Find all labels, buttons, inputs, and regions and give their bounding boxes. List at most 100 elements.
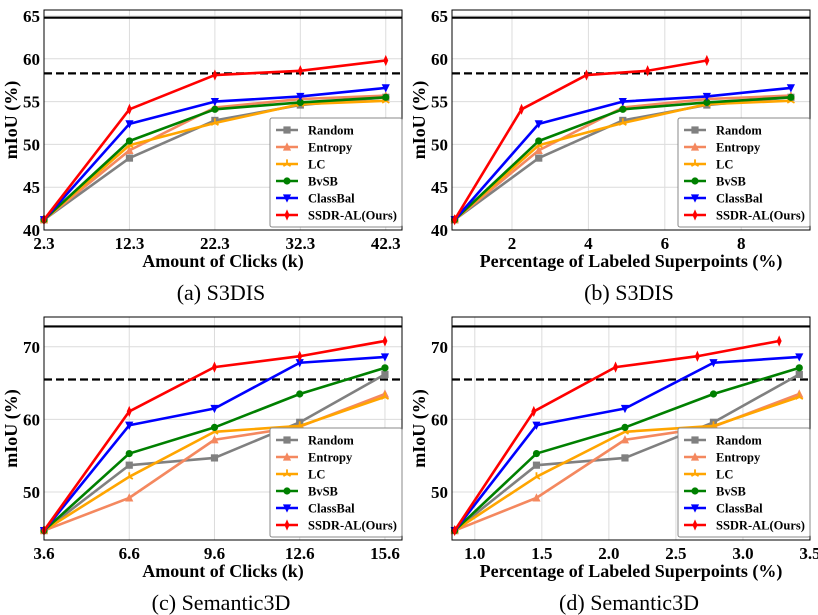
data-point: [619, 105, 627, 113]
x-tick-label: 2.3: [33, 234, 54, 253]
data-point: [583, 69, 589, 81]
data-point: [125, 472, 134, 480]
legend-marker: [283, 436, 291, 444]
data-point: [645, 65, 651, 77]
data-point: [382, 335, 388, 347]
legend-label: Random: [716, 124, 762, 138]
legend-marker: [690, 142, 700, 151]
legend-label: ClassBal: [308, 502, 355, 516]
y-tick-label: 55: [23, 93, 40, 112]
legend-marker: [692, 209, 698, 221]
data-point: [452, 524, 458, 537]
legend-label: Entropy: [716, 451, 761, 465]
data-point: [211, 105, 219, 113]
y-tick-label: 60: [23, 50, 40, 69]
y-tick-label: 60: [23, 410, 40, 429]
series-classbal: [39, 353, 390, 536]
data-point: [296, 98, 304, 107]
data-point: [534, 145, 543, 154]
y-tick-label: 60: [431, 50, 448, 69]
legend-label: ClassBal: [716, 502, 763, 516]
x-tick-label: 1.5: [531, 544, 552, 563]
legend-label: ClassBal: [308, 192, 355, 206]
legend-box: [269, 427, 403, 538]
legend-marker: [284, 519, 290, 531]
data-point: [125, 493, 134, 502]
data-point: [380, 392, 390, 400]
legend-label: ClassBal: [716, 192, 763, 206]
legend-box: [269, 117, 403, 228]
y-tick-label: 40: [431, 221, 448, 240]
series-ssdr-al-ours-: [452, 54, 710, 226]
data-point: [532, 449, 541, 458]
x-tick-label: 6.6: [119, 544, 140, 563]
legend-label: Random: [308, 124, 354, 138]
data-point: [126, 103, 132, 115]
series-bvsb: [451, 93, 795, 224]
legend-marker: [282, 452, 292, 461]
legend: Random Entropy LC BvSB ClassBal SSDR-AL(Ours): [269, 427, 403, 538]
x-axis-label: Amount of Clicks (k): [142, 251, 304, 272]
data-point: [620, 404, 630, 414]
legend-label: BvSB: [308, 175, 338, 189]
legend-label: SSDR-AL(Ours): [716, 519, 805, 533]
legend-label: Random: [716, 434, 762, 448]
legend-label: Random: [308, 434, 354, 448]
legend-label: SSDR-AL(Ours): [308, 209, 397, 223]
data-point: [210, 97, 219, 107]
legend: Random Entropy LC BvSB ClassBal SSDR-AL(Ours): [677, 117, 811, 228]
data-point: [787, 93, 795, 101]
x-tick-label: 3.6: [33, 544, 54, 563]
x-axis-label: Amount of Clicks (k): [142, 561, 304, 582]
data-point: [704, 54, 710, 67]
subplot-d: 1.0 1.5 2.0 2.5 3.0 3.5 50 60 70 Random Entropy LC B…: [409, 316, 818, 615]
legend-marker: [690, 159, 700, 167]
legend-label: Entropy: [308, 141, 353, 155]
legend-marker: [690, 504, 700, 513]
y-axis-label: mIoU (%): [1, 389, 22, 468]
legend-label: LC: [308, 468, 325, 482]
y-axis-label: mIoU (%): [409, 81, 430, 160]
data-point: [125, 421, 134, 430]
data-point: [125, 154, 134, 162]
data-point: [795, 353, 804, 362]
legend-marker: [283, 487, 291, 495]
x-tick-label: 3.0: [732, 544, 753, 563]
legend-marker: [691, 436, 699, 444]
data-point: [620, 435, 630, 444]
data-point: [125, 120, 134, 129]
x-tick-label: 2.0: [598, 544, 619, 563]
legend-label: BvSB: [716, 175, 746, 189]
data-point: [381, 364, 389, 372]
legend-marker: [690, 469, 700, 477]
legend-label: SSDR-AL(Ours): [308, 519, 397, 533]
x-tick-label: 3.5: [799, 544, 818, 563]
data-point: [210, 118, 219, 126]
data-point: [383, 54, 389, 67]
data-point: [381, 370, 389, 378]
subplot-caption: (c) Semantic3D: [152, 590, 291, 615]
series-bvsb: [40, 364, 389, 535]
legend-label: LC: [716, 158, 733, 172]
y-tick-label: 50: [431, 483, 448, 502]
legend-marker: [283, 177, 291, 185]
y-tick-label: 50: [431, 135, 448, 154]
data-point: [621, 454, 629, 462]
legend-marker: [283, 126, 291, 134]
data-point: [776, 335, 782, 347]
data-point: [534, 120, 543, 129]
legend-label: SSDR-AL(Ours): [716, 209, 805, 223]
data-point: [618, 97, 627, 107]
y-axis-label: mIoU (%): [409, 389, 430, 468]
x-tick-label: 2.5: [665, 544, 686, 563]
data-point: [296, 92, 305, 102]
legend-marker: [282, 504, 292, 513]
data-point: [532, 493, 541, 502]
x-tick-label: 6: [661, 234, 670, 253]
x-tick-label: 8: [737, 234, 746, 253]
data-point: [125, 137, 134, 145]
data-point: [297, 65, 303, 77]
data-point: [531, 405, 537, 418]
data-point: [210, 454, 219, 462]
